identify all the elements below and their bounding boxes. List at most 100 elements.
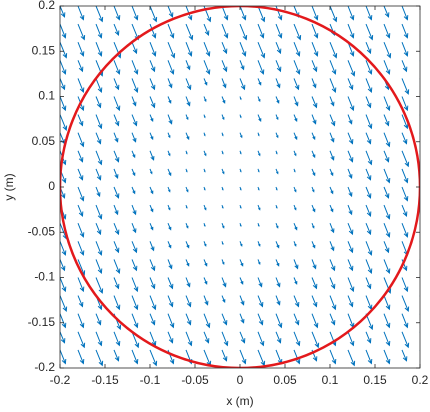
arrow (365, 6, 373, 21)
arrow (131, 78, 139, 94)
arrow (275, 313, 283, 329)
arrow (257, 295, 264, 308)
arrow (329, 259, 336, 272)
arrow (185, 78, 192, 91)
arrow (77, 204, 84, 217)
arrow (257, 331, 265, 347)
arrow (311, 331, 320, 349)
arrow (149, 295, 157, 311)
arrow (95, 6, 104, 23)
arrow (347, 114, 353, 125)
arrow (221, 150, 224, 155)
arrow (185, 223, 189, 229)
arrow (60, 114, 68, 132)
x-tick-label: -0.1 (140, 373, 161, 387)
arrow (239, 114, 242, 119)
arrow (185, 168, 188, 173)
arrow (113, 349, 120, 362)
arrow (401, 186, 409, 202)
arrow (77, 23, 86, 41)
arrow (221, 114, 225, 121)
arrow (131, 204, 137, 216)
arrow (132, 367, 133, 368)
arrow (347, 150, 354, 163)
arrow (347, 132, 354, 145)
arrow (365, 259, 373, 275)
arrow (113, 331, 121, 347)
arrow (95, 313, 102, 326)
arrow (113, 114, 120, 127)
arrow (329, 150, 335, 161)
arrow (221, 23, 229, 39)
arrow (113, 6, 121, 21)
arrow (78, 367, 79, 368)
arrow (401, 204, 408, 217)
arrow (221, 331, 229, 347)
arrow (239, 96, 242, 101)
arrow (401, 150, 410, 168)
arrow (257, 204, 261, 211)
arrow (149, 6, 158, 23)
arrow (203, 259, 208, 267)
arrow (221, 295, 226, 303)
arrow (95, 78, 103, 94)
x-tick-label: -0.2 (50, 373, 71, 387)
arrow (401, 223, 409, 238)
arrow (293, 349, 301, 365)
arrow (167, 313, 175, 329)
arrow (185, 132, 190, 141)
arrow (311, 223, 315, 229)
arrow (239, 6, 247, 21)
arrow (365, 96, 372, 109)
arrow (131, 331, 140, 349)
arrow (149, 223, 154, 231)
arrow (113, 78, 120, 91)
arrow (419, 114, 420, 116)
arrow (77, 60, 84, 73)
arrow (167, 6, 174, 18)
y-tick-label: 0.15 (32, 43, 56, 57)
arrow (329, 114, 336, 127)
arrow (203, 60, 211, 75)
arrow (60, 60, 67, 75)
arrow (365, 23, 374, 41)
arrow (275, 331, 282, 344)
arrow (347, 23, 355, 39)
arrow (113, 132, 119, 143)
arrow (275, 42, 282, 55)
arrow (113, 168, 119, 179)
arrow (311, 42, 319, 57)
arrow (401, 259, 408, 272)
arrow (167, 96, 172, 104)
arrow (60, 295, 68, 313)
arrow (113, 204, 119, 216)
arrow (221, 42, 228, 55)
arrow (77, 241, 85, 256)
arrow (95, 331, 103, 347)
arrow (329, 277, 336, 290)
arrow (347, 259, 354, 272)
arrow (131, 223, 137, 234)
arrow (383, 223, 391, 238)
arrow (419, 331, 420, 334)
arrow (293, 277, 298, 285)
arrow (383, 42, 392, 59)
arrow (293, 60, 301, 75)
arrow (167, 60, 175, 75)
arrow (275, 78, 281, 89)
x-tick-label: 0.1 (322, 373, 339, 387)
arrow (168, 367, 169, 368)
arrow (185, 295, 192, 308)
arrow (311, 23, 319, 39)
arrow (257, 23, 265, 39)
arrow (221, 168, 225, 175)
arrow (95, 349, 104, 367)
arrow (365, 42, 372, 55)
arrow (239, 60, 245, 71)
arrow (239, 204, 242, 209)
arrow (149, 78, 156, 91)
arrow (131, 132, 137, 143)
arrow (221, 132, 224, 137)
arrow (329, 60, 337, 75)
arrow (167, 168, 172, 177)
